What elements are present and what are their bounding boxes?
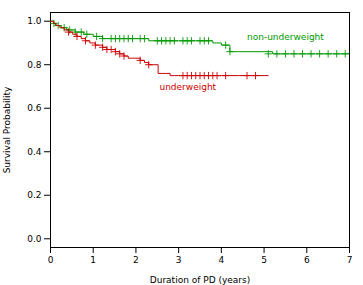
svg-text:1.0: 1.0	[27, 16, 42, 26]
svg-text:0.4: 0.4	[27, 147, 42, 157]
svg-text:0.0: 0.0	[27, 234, 42, 244]
svg-text:3: 3	[176, 255, 182, 265]
svg-text:0.6: 0.6	[27, 103, 42, 113]
svg-text:6: 6	[304, 255, 310, 265]
svg-text:0: 0	[48, 255, 54, 265]
svg-text:Duration of PD (years): Duration of PD (years)	[150, 275, 251, 285]
svg-text:7: 7	[347, 255, 353, 265]
svg-text:underweight: underweight	[159, 82, 216, 92]
svg-text:4: 4	[218, 255, 224, 265]
svg-text:2: 2	[133, 255, 139, 265]
svg-text:Survival Probability: Survival Probability	[2, 86, 12, 173]
svg-text:0.2: 0.2	[27, 190, 41, 200]
svg-text:5: 5	[261, 255, 267, 265]
svg-text:non-underweight: non-underweight	[247, 32, 324, 42]
svg-text:0.8: 0.8	[27, 60, 42, 70]
svg-text:1: 1	[90, 255, 96, 265]
